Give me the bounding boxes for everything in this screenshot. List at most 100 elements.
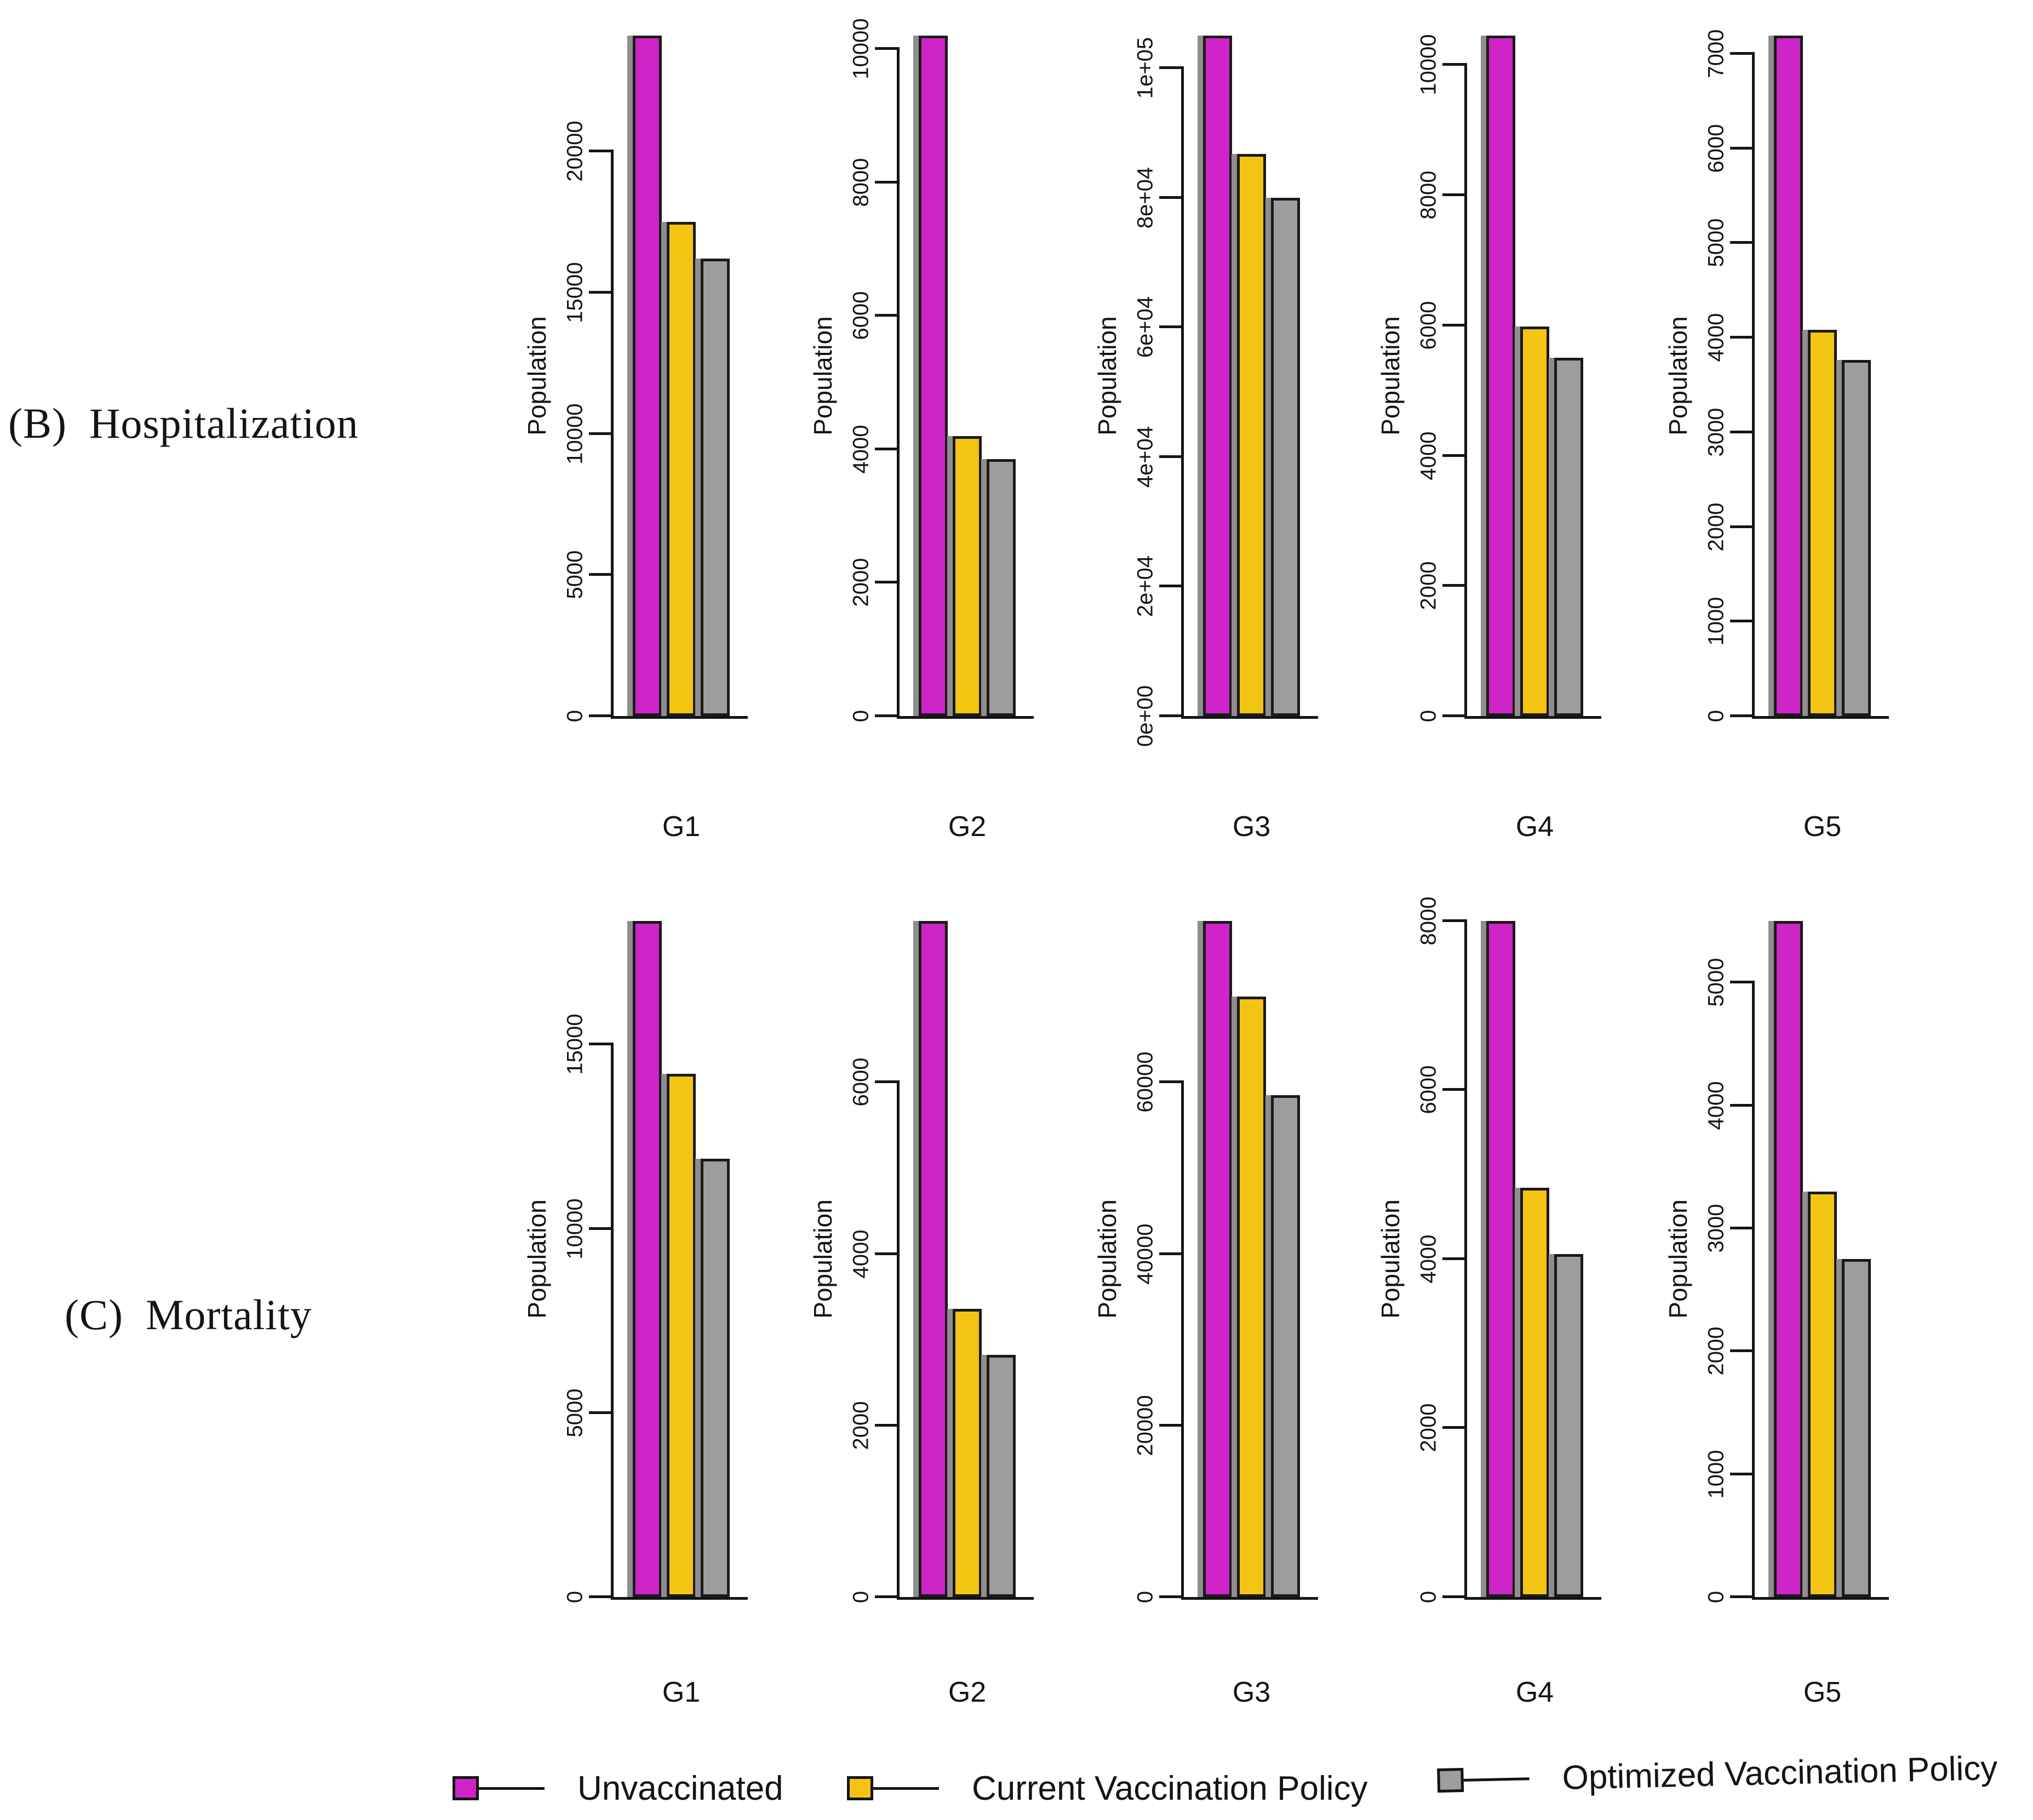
y-axis-title-text: Population [809,316,837,436]
bar-unvaccinated [1774,921,1803,1597]
y-tick [875,314,897,317]
y-tick [1730,1227,1752,1229]
bar-unvaccinated [919,921,948,1597]
x-category-label: G4 [1515,811,1554,843]
legend-label-current-policy: Current Vaccination Policy [972,1769,1368,1807]
y-axis-title-text: Population [1376,316,1405,436]
bar-unvaccinated [1203,36,1232,716]
y-tick [1159,325,1181,328]
bar-optimized-policy [1554,358,1583,716]
chart-C-G1: 0 5000 10000 15000 Population G1 [523,921,748,1708]
bar-optimized-policy [987,459,1016,716]
y-tick-label-text: 4000 [1416,1234,1441,1284]
y-tick [589,1595,611,1598]
y-tick [1442,1257,1464,1260]
x-category-label: G5 [1803,1676,1842,1708]
y-tick [1159,66,1181,69]
y-tick [1159,585,1181,587]
x-category-label: G5 [1803,811,1842,843]
y-tick [1730,147,1752,150]
y-tick-label-text: 10000 [849,18,873,79]
panel-label-hospitalization: (B) Hospitalization [8,399,359,448]
y-tick [1730,525,1752,528]
y-tick-label-text: 6000 [849,1057,873,1107]
x-category-label: G3 [1232,1676,1271,1708]
chart-C-G3: 0 20000 40000 60000 Population G3 [1093,921,1318,1708]
y-tick [1159,1595,1181,1598]
y-tick [1730,1349,1752,1352]
y-tick-label-text: 0 [563,1590,587,1604]
y-tick-label-text: 4000 [1704,1081,1728,1130]
y-tick-label-text: 10000 [563,1198,587,1260]
y-tick-label-text: 15000 [563,262,587,323]
y-tick-label-text: 3000 [1704,1204,1728,1253]
bar-unvaccinated [919,36,948,716]
y-tick-label-text: 0 [1416,1590,1441,1604]
y-tick [875,448,897,450]
x-axis [1752,1597,1889,1600]
panel-label-mortality: (C) Mortality [65,1290,312,1340]
y-tick [1442,919,1464,922]
y-axis-title-text: Population [809,1199,837,1319]
legend-label-optimized-policy: Optimized Vaccination Policy [1561,1749,1998,1797]
y-axis-title-text: Population [1376,1199,1405,1319]
y-tick-label-text: 1e+05 [1133,37,1158,99]
y-tick-label-text: 1000 [1704,597,1728,646]
y-tick-label-text: 10000 [1416,34,1441,95]
bar-current-policy [1237,997,1266,1597]
y-tick [1442,454,1464,457]
y-tick-label-text: 6000 [1416,301,1441,350]
y-tick-label-text: 0 [1704,1590,1728,1604]
y-tick [875,1424,897,1427]
y-tick [589,1411,611,1414]
y-tick [589,573,611,576]
y-tick-label-text: 0 [1133,1590,1158,1604]
y-tick [1159,455,1181,458]
x-axis [1752,716,1889,719]
y-tick [875,1252,897,1255]
y-tick-label-text: 40000 [1133,1223,1158,1285]
chart-C-G4: 0 2000 4000 6000 8000 Population G4 [1376,897,1601,1708]
y-axis [897,47,900,716]
x-axis [897,1597,1034,1600]
legend-swatch-unvaccinated [453,1776,479,1800]
x-axis [1464,1597,1601,1600]
y-tick [875,714,897,717]
y-tick [875,1080,897,1083]
y-tick [1730,336,1752,339]
panel-prefix-b: (B) [8,399,67,447]
y-axis [1181,1080,1184,1597]
x-axis [1181,1597,1318,1600]
y-tick [1730,52,1752,55]
y-tick-label-text: 0 [1416,709,1441,723]
legend-swatch-current-policy [847,1776,873,1800]
x-axis [1464,716,1601,719]
y-tick [589,1043,611,1045]
y-tick [1442,1088,1464,1091]
x-axis [611,1597,748,1600]
y-tick [589,150,611,152]
y-tick [1730,431,1752,433]
bar-optimized-policy [1271,1095,1300,1597]
bar-current-policy [1237,154,1266,716]
y-tick [1442,1426,1464,1429]
y-axis [611,150,614,716]
chart-B-G3: 0e+00 2e+04 4e+04 6e+04 8e+04 1e+05 Population… [1093,36,1318,843]
y-axis [611,1043,614,1597]
y-tick-label-text: 2000 [849,1401,873,1450]
y-tick-label-text: 6000 [1416,1065,1441,1114]
x-category-label: G1 [662,1676,701,1708]
y-tick [1442,1595,1464,1598]
y-axis [1464,63,1467,716]
x-axis [897,716,1034,719]
y-tick [875,181,897,184]
y-tick-label-text: 4000 [1704,313,1728,362]
y-tick [1159,1080,1181,1083]
y-tick-label-text: 20000 [1133,1395,1158,1456]
y-tick-label-text: 60000 [1133,1051,1158,1113]
bar-current-policy [1520,1188,1549,1597]
chart-C-G2: 0 2000 4000 6000 Population G2 [809,921,1034,1708]
y-axis-title-text: Population [1664,1199,1692,1319]
y-tick-label-text: 7000 [1704,29,1728,78]
